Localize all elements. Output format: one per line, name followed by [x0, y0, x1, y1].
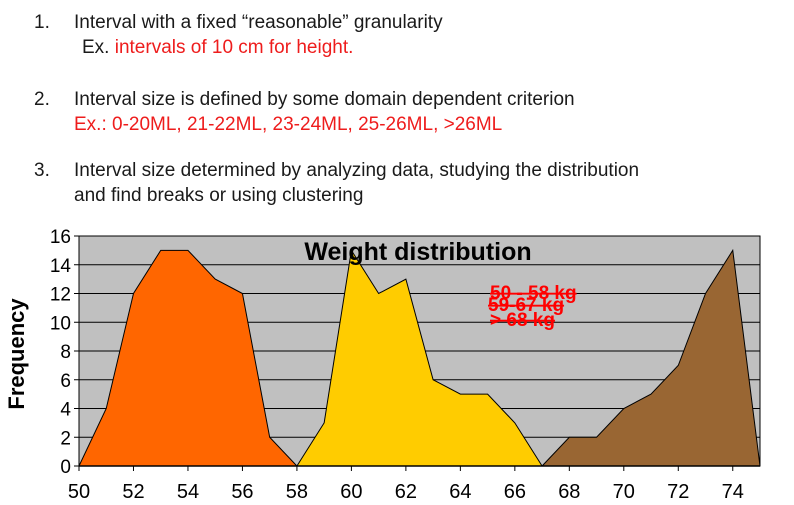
x-tick-label: 58	[286, 481, 308, 503]
item-number: 3.	[34, 160, 50, 181]
x-tick-label: 74	[722, 481, 744, 503]
y-tick-label: 12	[50, 285, 71, 306]
item-example: Ex. intervals of 10 cm for height.	[82, 37, 354, 58]
y-axis-label: Frequency	[4, 298, 29, 410]
series-area-1	[78, 249, 299, 467]
range-annotation-1: 50 - 58 kg	[490, 283, 577, 304]
y-tick-label: 16	[50, 227, 71, 248]
x-tick-label: 56	[231, 481, 253, 503]
example-red-text: intervals of 10 cm for height.	[114, 37, 354, 58]
item-text: Interval with a fixed “reasonable” granu…	[74, 12, 443, 33]
y-tick-label: 4	[60, 400, 71, 421]
x-tick-label: 62	[395, 481, 417, 503]
item-text: Interval size determined by analyzing da…	[74, 160, 640, 181]
y-tick-label: 0	[60, 457, 71, 478]
x-tick-label: 72	[667, 481, 689, 503]
x-tick-label: 64	[449, 481, 471, 503]
y-tick-label: 10	[50, 313, 71, 334]
range-annotation-3: > 68 kg	[490, 310, 555, 331]
x-tick-label: 60	[340, 481, 362, 503]
y-tick-labels: 0 2 4 6 8 10 12 14 16	[50, 227, 79, 478]
x-tick-label: 66	[504, 481, 526, 503]
x-tick-label: 50	[68, 481, 90, 503]
list-item-2: 2. Interval size is defined by some domai…	[34, 87, 575, 137]
series-area-2	[296, 248, 543, 467]
item-number: 2.	[34, 89, 50, 110]
y-tick-label: 2	[60, 428, 71, 449]
chart-title: Weight distribution	[304, 238, 531, 266]
item-text: Interval size is defined by some domain …	[74, 89, 575, 110]
y-tick-label: 8	[60, 342, 71, 363]
item-example: Ex.: 0-20ML, 21-22ML, 23-24ML, 25-26ML, …	[74, 114, 503, 135]
series-areas	[78, 248, 761, 467]
series-area-3	[540, 248, 761, 467]
range-annotation-2: 59-67 kg	[488, 295, 564, 316]
y-tick-label: 6	[60, 371, 71, 392]
x-tick-label: 52	[122, 481, 144, 503]
x-tick-label: 70	[613, 481, 635, 503]
list-item-3: 3. Interval size determined by analyzing …	[34, 158, 639, 208]
y-tick-label: 14	[50, 256, 72, 277]
item-text-continued: and find breaks or using clustering	[74, 185, 364, 206]
x-tick-label: 68	[558, 481, 580, 503]
list-item-1: 1. Interval with a fixed “reasonable” gra…	[34, 10, 443, 60]
x-tick-labels: 50 52 54 56 58 60 62 64 66 68 70 72 74	[68, 466, 744, 503]
item-number: 1.	[34, 12, 50, 33]
x-tick-label: 54	[177, 481, 199, 503]
